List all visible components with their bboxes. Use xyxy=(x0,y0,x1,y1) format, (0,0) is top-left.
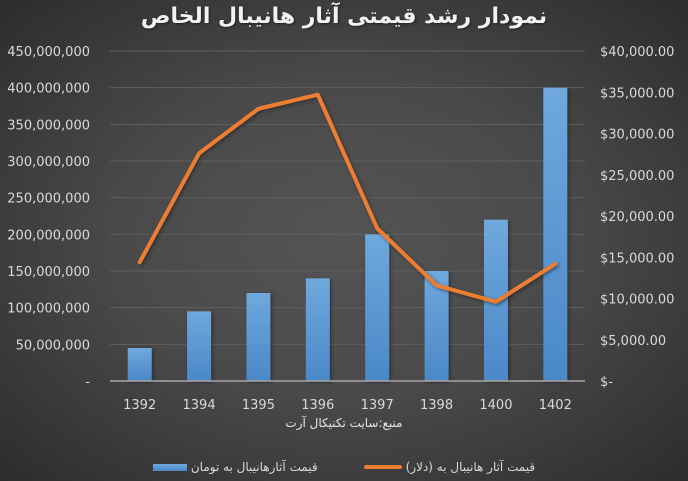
legend-label-dollar: قیمت آثار هانیبال به (دلار) xyxy=(405,460,536,474)
line-series-dollar xyxy=(137,92,558,304)
legend-bar-swatch-icon xyxy=(152,463,187,471)
bar xyxy=(246,293,271,381)
y-right-tick-label: $15,000.00 xyxy=(600,251,674,266)
x-tick-label: 1395 xyxy=(242,398,275,413)
x-axis-label: منبع:سایت تکنیکال آرت xyxy=(285,416,403,430)
y-left-tick-label: 250,000,000 xyxy=(7,192,90,207)
y-right-tick-label: $10,000.00 xyxy=(600,293,674,308)
x-tick-label: 1396 xyxy=(301,398,334,413)
y-right-tick-label: $- xyxy=(600,375,613,390)
legend-item-dollar: قیمت آثار هانیبال به (دلار) xyxy=(363,460,536,474)
y-left-tick-label: 150,000,000 xyxy=(7,265,90,280)
x-tick-label: 1398 xyxy=(420,398,453,413)
y-right-tick-label: $35,000.00 xyxy=(600,86,674,101)
legend: قیمت آثار هانیبال به (دلار) قیمت آثارهان… xyxy=(0,460,688,474)
gridlines xyxy=(110,50,585,345)
chart-title: نمودار رشد قیمتی آثار هانیبال الخاص xyxy=(140,4,548,29)
y-left-tick-label: 350,000,000 xyxy=(7,118,90,133)
x-tick-label: 1392 xyxy=(123,398,156,413)
y-right-tick-label: $30,000.00 xyxy=(600,128,674,143)
y-left-tick-label: - xyxy=(85,375,90,390)
y-right-tick-label: $25,000.00 xyxy=(600,169,674,184)
y-axis-left: - 50,000,000 100,000,000 150,000,000 200,000… xyxy=(7,45,90,390)
y-left-tick-label: 50,000,000 xyxy=(16,338,90,353)
x-tick-label: 1402 xyxy=(539,398,572,413)
x-tick-label: 1397 xyxy=(361,398,394,413)
y-left-tick-label: 100,000,000 xyxy=(7,302,90,317)
y-left-tick-label: 400,000,000 xyxy=(7,82,90,97)
bar xyxy=(365,234,390,381)
legend-item-toman: قیمت آثارهانیبال به تومان xyxy=(152,460,318,474)
bar xyxy=(543,87,568,382)
x-tick-label: 1394 xyxy=(183,398,216,413)
y-right-tick-label: $20,000.00 xyxy=(600,210,674,225)
y-axis-right: $- $5,000.00 $10,000.00 $15,000.00 $20,000.0… xyxy=(600,45,674,390)
legend-label-toman: قیمت آثارهانیبال به تومان xyxy=(190,460,318,474)
x-tick-label: 1400 xyxy=(479,398,512,413)
bar xyxy=(127,348,152,381)
y-right-tick-label: $40,000.00 xyxy=(600,45,674,60)
y-left-tick-label: 450,000,000 xyxy=(7,45,90,60)
dollar-price-line xyxy=(137,92,558,304)
y-left-tick-label: 200,000,000 xyxy=(7,228,90,243)
y-left-tick-label: 300,000,000 xyxy=(7,155,90,170)
x-axis-ticks: 1392 1394 1395 1396 1397 1398 1400 1402 xyxy=(123,398,572,413)
bar xyxy=(305,278,330,381)
bar xyxy=(187,311,212,381)
legend-line-swatch-icon xyxy=(363,465,402,469)
y-right-tick-label: $5,000.00 xyxy=(600,334,666,349)
